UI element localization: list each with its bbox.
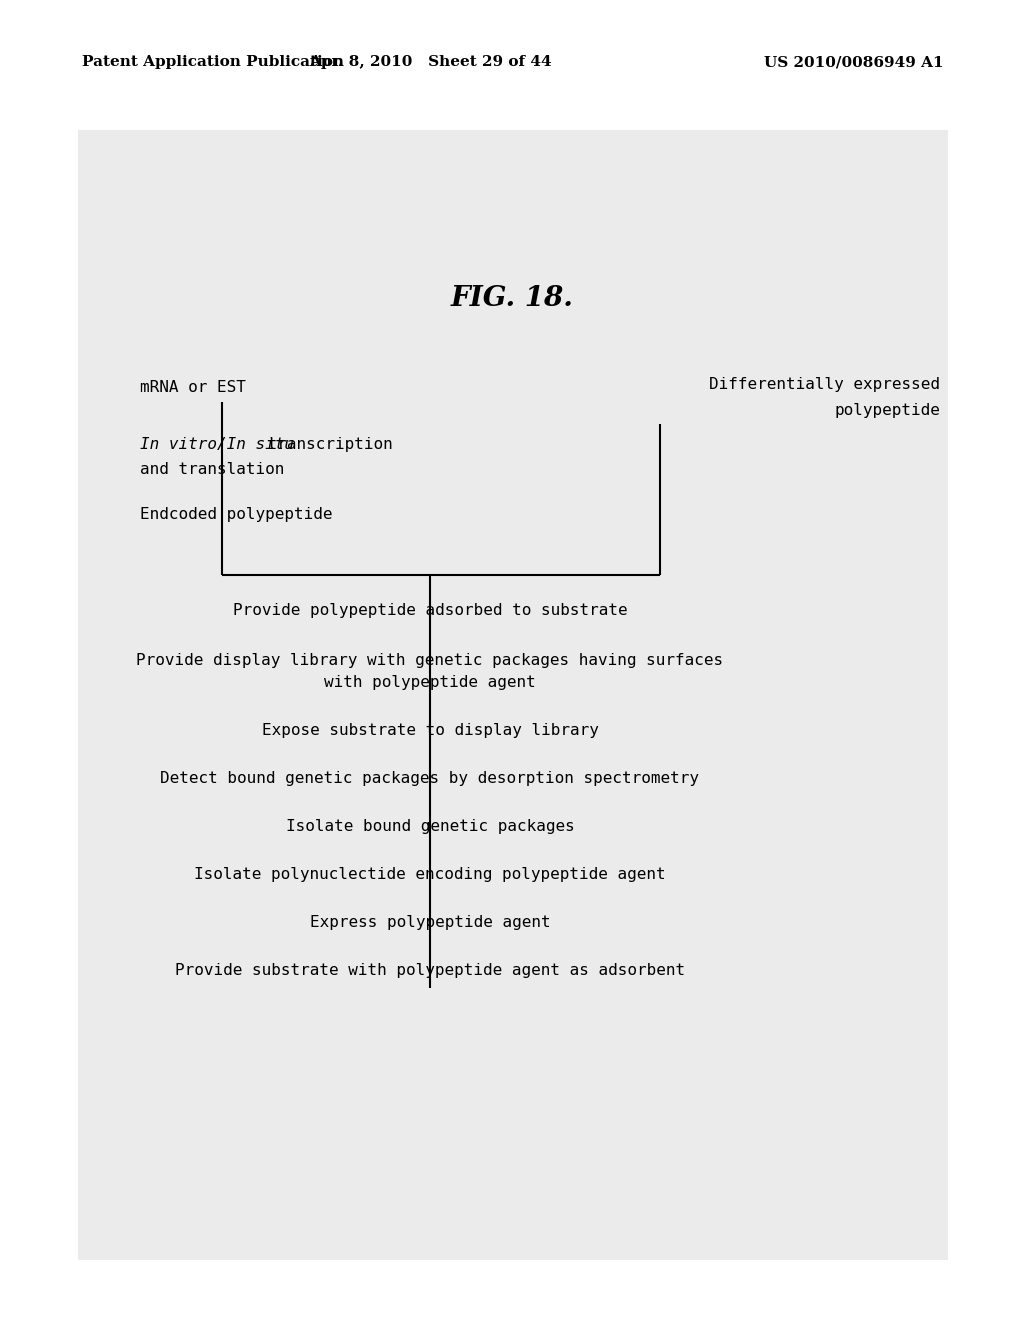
- Text: and translation: and translation: [140, 462, 285, 478]
- Text: Provide polypeptide adsorbed to substrate: Provide polypeptide adsorbed to substrat…: [232, 602, 628, 618]
- Text: polypeptide: polypeptide: [835, 403, 940, 417]
- Bar: [78, 129, 948, 1261]
- Text: US 2010/0086949 A1: US 2010/0086949 A1: [764, 55, 944, 69]
- Text: Provide display library with genetic packages having surfaces: Provide display library with genetic pac…: [136, 652, 724, 668]
- Text: Endcoded polypeptide: Endcoded polypeptide: [140, 507, 333, 523]
- Text: FIG. 18.: FIG. 18.: [451, 285, 573, 312]
- Text: In vitro/In situ: In vitro/In situ: [140, 437, 294, 453]
- Text: Isolate bound genetic packages: Isolate bound genetic packages: [286, 818, 574, 833]
- Text: transcription: transcription: [258, 437, 393, 453]
- Text: with polypeptide agent: with polypeptide agent: [325, 675, 536, 689]
- Text: Detect bound genetic packages by desorption spectrometry: Detect bound genetic packages by desorpt…: [161, 771, 699, 785]
- Text: Apr. 8, 2010   Sheet 29 of 44: Apr. 8, 2010 Sheet 29 of 44: [308, 55, 551, 69]
- Text: Expose substrate to display library: Expose substrate to display library: [261, 722, 598, 738]
- Text: mRNA or EST: mRNA or EST: [140, 380, 246, 396]
- Text: Patent Application Publication: Patent Application Publication: [82, 55, 344, 69]
- Text: Differentially expressed: Differentially expressed: [709, 378, 940, 392]
- Text: Provide substrate with polypeptide agent as adsorbent: Provide substrate with polypeptide agent…: [175, 962, 685, 978]
- Text: Isolate polynuclectide encoding polypeptide agent: Isolate polynuclectide encoding polypept…: [195, 866, 666, 882]
- Text: Express polypeptide agent: Express polypeptide agent: [309, 915, 550, 929]
